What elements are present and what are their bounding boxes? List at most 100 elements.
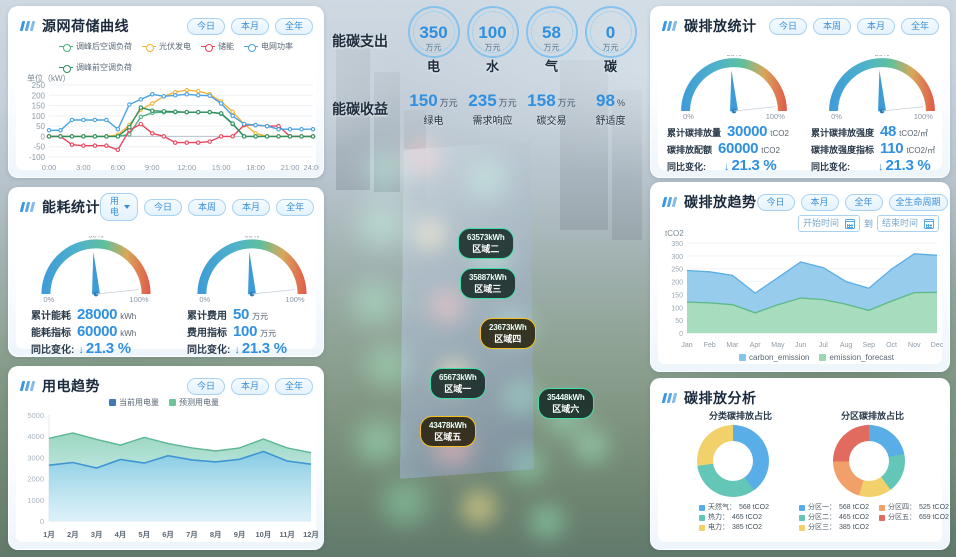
- heatmap-blob: [562, 420, 620, 472]
- legend-item[interactable]: 分区一： 568 tCO2: [799, 503, 869, 513]
- legend-item[interactable]: 分区三： 385 tCO2: [799, 523, 869, 533]
- svg-text:250: 250: [671, 267, 683, 274]
- zone-tag[interactable]: 23673kWh 区域四: [480, 318, 536, 349]
- income-item-0[interactable]: 150 万元 绿电: [404, 91, 463, 127]
- legend-item[interactable]: 当前用电量: [109, 397, 159, 408]
- axis-unit-label: 单位（kW）: [27, 74, 71, 83]
- legend-item[interactable]: 分区二： 465 tCO2: [799, 513, 869, 523]
- legend-item[interactable]: 分区四： 525 tCO2: [878, 503, 949, 513]
- btn-today[interactable]: 今日: [144, 198, 183, 216]
- btn-year[interactable]: 全年: [276, 198, 315, 216]
- stat-row: 碳排放强度指标 110 tCO2/㎡: [811, 140, 935, 157]
- legend-item[interactable]: 天然气： 568 tCO2: [699, 503, 769, 513]
- svg-text:0%: 0%: [43, 295, 54, 304]
- energy-stat-group-2: 累计费用 50 万元 费用指标 100 万元 同比变化: ↓ 21.3 %: [187, 306, 290, 357]
- btn-year[interactable]: 全年: [274, 17, 313, 35]
- stat-value: 30000: [727, 123, 768, 140]
- svg-text:200: 200: [671, 280, 683, 287]
- income-caption: 碳交易: [536, 116, 567, 127]
- btn-month[interactable]: 本月: [232, 198, 271, 216]
- svg-text:2月: 2月: [67, 530, 79, 539]
- stat-key: 能耗指标: [31, 328, 71, 339]
- stat-key: 累计碳排放强度: [811, 128, 875, 138]
- legend-item[interactable]: carbon_emission: [739, 353, 809, 362]
- legend-item[interactable]: 调峰前空调负荷: [59, 62, 132, 73]
- btn-month[interactable]: 本月: [230, 377, 269, 395]
- axis-unit-label: tCO2: [665, 229, 684, 238]
- income-unit: 万元: [557, 98, 576, 108]
- btn-today[interactable]: 今日: [186, 17, 225, 35]
- legend-item[interactable]: 热力： 465 tCO2: [699, 513, 769, 523]
- stat-row: 能耗指标 60000 kWh: [31, 323, 136, 340]
- btn-today[interactable]: 今日: [186, 377, 225, 395]
- income-unit: %: [616, 98, 625, 108]
- legend-value: 525 tCO2: [918, 504, 949, 511]
- stat-key: 同比变化:: [187, 345, 231, 356]
- svg-text:150: 150: [32, 102, 46, 111]
- btn-year[interactable]: 全年: [844, 193, 883, 211]
- legend-item[interactable]: 储能: [201, 41, 234, 52]
- legend-item[interactable]: 调峰后空调负荷: [59, 41, 132, 52]
- btn-today[interactable]: 今日: [768, 17, 807, 35]
- income-item-3[interactable]: 98% 舒适度: [581, 91, 640, 127]
- end-date-input[interactable]: 结束时间: [876, 215, 939, 232]
- income-value: 158: [527, 91, 556, 110]
- svg-text:50%: 50%: [88, 236, 103, 239]
- btn-lifecycle[interactable]: 全生命周期: [888, 193, 948, 211]
- svg-text:Oct: Oct: [886, 342, 897, 349]
- stat-value: 50: [233, 306, 250, 323]
- zone-tag[interactable]: 65673kWh 区域一: [430, 368, 486, 399]
- legend-label: 电网功率: [261, 42, 293, 51]
- btn-today[interactable]: 今日: [756, 193, 795, 211]
- svg-text:3月: 3月: [91, 530, 103, 539]
- energy-type-select[interactable]: 用电: [100, 193, 139, 221]
- btn-month[interactable]: 本月: [800, 193, 839, 211]
- income-item-1[interactable]: 235 万元 需求响应: [463, 91, 522, 127]
- legend-item[interactable]: 电网功率: [244, 41, 293, 52]
- legend-item[interactable]: emission_forecast: [819, 353, 894, 362]
- svg-text:50: 50: [675, 318, 683, 325]
- btn-year[interactable]: 全年: [274, 377, 313, 395]
- btn-month[interactable]: 本月: [856, 17, 895, 35]
- btn-month[interactable]: 本月: [230, 17, 269, 35]
- calendar-icon[interactable]: [844, 218, 855, 229]
- carbon-stat-group-2: 累计碳排放强度 48 tCO2/㎡ 碳排放强度指标 110 tCO2/㎡ 同比变化: ↓ 2…: [811, 123, 935, 174]
- legend-swatch: [699, 505, 705, 511]
- income-item-2[interactable]: 158 万元 碳交易: [522, 91, 581, 127]
- donut-chart-category[interactable]: [697, 425, 769, 497]
- zone-tag[interactable]: 35887kWh 区域三: [460, 268, 516, 299]
- svg-text:Aug: Aug: [840, 342, 853, 349]
- svg-text:24:00: 24:00: [304, 163, 319, 172]
- btn-week[interactable]: 本周: [812, 17, 851, 35]
- legend-value: 465 tCO2: [732, 514, 762, 521]
- zone-tag[interactable]: 35448kWh 区域六: [538, 388, 594, 419]
- building-heatmap-view[interactable]: 63573kWh 区域二 35887kWh 区域三 23673kWh 区域四 65673kW…: [332, 120, 644, 557]
- stat-unit: kWh: [120, 312, 137, 321]
- zone-tag[interactable]: 63573kWh 区域二: [458, 228, 514, 259]
- legend-item[interactable]: 分区五： 659 tCO2: [878, 513, 949, 523]
- btn-week[interactable]: 本周: [188, 198, 227, 216]
- zone-tag[interactable]: 43478kWh 区域五: [420, 416, 476, 447]
- expense-item-0[interactable]: 350 万元 电: [404, 6, 463, 75]
- stat-value: 60000: [718, 140, 759, 157]
- stat-value: 21.3 %: [85, 340, 131, 357]
- expense-item-1[interactable]: 100 万元 水: [463, 6, 522, 75]
- legend-label: 分区一：: [808, 504, 836, 511]
- svg-text:50%: 50%: [726, 55, 741, 58]
- expense-caption: 电: [426, 59, 440, 74]
- svg-text:100: 100: [671, 305, 683, 312]
- zone-value: 43478kWh: [429, 421, 467, 430]
- svg-text:0: 0: [40, 517, 44, 526]
- legend-item[interactable]: 电力： 385 tCO2: [699, 523, 769, 533]
- calendar-icon[interactable]: [924, 218, 934, 229]
- expense-item-3[interactable]: 0 万元 碳: [581, 6, 640, 75]
- zone-name: 区域六: [552, 404, 580, 414]
- expense-item-2[interactable]: 58 万元 气: [522, 6, 581, 75]
- btn-year[interactable]: 全年: [900, 17, 939, 35]
- start-date-input[interactable]: 开始时间: [797, 215, 860, 232]
- donut-chart-zone[interactable]: [833, 425, 905, 497]
- panel-header: 碳排放分析: [661, 387, 939, 409]
- legend-item[interactable]: 光伏发电: [142, 41, 191, 52]
- legend-item[interactable]: 预测用电量: [169, 397, 219, 408]
- legend-swatch: [878, 505, 885, 511]
